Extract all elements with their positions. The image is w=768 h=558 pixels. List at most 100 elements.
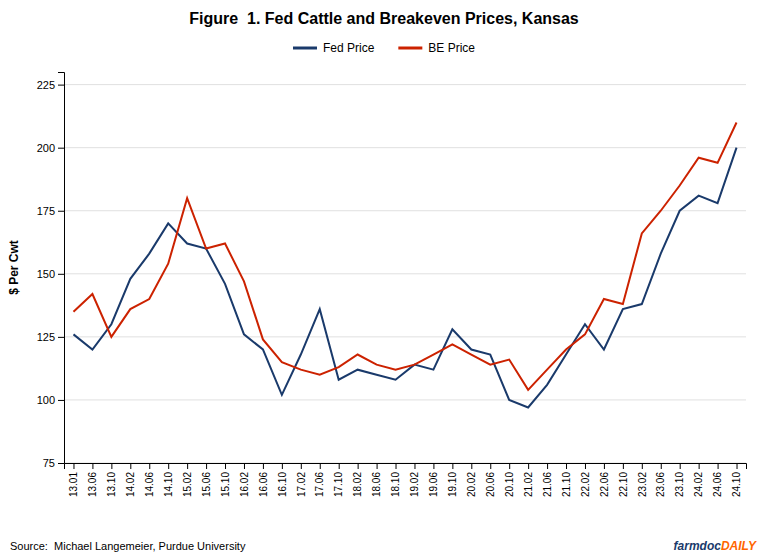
- y-tick-mark: [58, 337, 64, 338]
- x-tick-label: 15.10: [220, 472, 231, 497]
- x-tick: 23.06: [655, 463, 666, 497]
- y-tick-mark: [58, 463, 64, 464]
- y-tick-label: 75: [43, 457, 55, 469]
- x-tick-label: 22.10: [618, 472, 629, 497]
- x-tick: 24.06: [712, 463, 723, 497]
- annotation: DAILY: [721, 539, 757, 553]
- series-line: [73, 122, 736, 389]
- x-tick: 16.06: [258, 463, 269, 497]
- x-tick-mark: [149, 463, 150, 469]
- y-tick: 100: [37, 394, 64, 406]
- x-tick-mark: [737, 463, 738, 469]
- x-tick: 21.06: [542, 463, 553, 497]
- x-tick: 17.02: [296, 463, 307, 497]
- y-axis-title: $ Per Cwt: [7, 240, 21, 295]
- x-tick-label: 13.06: [87, 472, 98, 497]
- x-tick-label: 17.02: [296, 472, 307, 497]
- x-tick-label: 18.06: [371, 472, 382, 497]
- legend-swatch: [398, 47, 422, 50]
- x-tick-mark: [263, 463, 264, 469]
- x-tick-label: 24.06: [712, 472, 723, 497]
- grid: [64, 85, 746, 463]
- title: Figure 1. Fed Cattle and Breakeven Price…: [189, 10, 579, 27]
- x-tick: 21.02: [523, 463, 534, 497]
- x-tick: 16.10: [277, 463, 288, 497]
- x-tick-label: 21.06: [542, 472, 553, 497]
- x-tick-mark: [642, 463, 643, 469]
- logo: farmdocDAILY: [674, 539, 757, 553]
- x-tick: 20.06: [485, 463, 496, 497]
- y-tick-mark: [58, 148, 64, 149]
- x-tick: 15.10: [220, 463, 231, 497]
- x-tick-mark: [187, 463, 188, 469]
- x-tick-mark: [377, 463, 378, 469]
- x-tick: 18.02: [352, 463, 363, 497]
- x-tick: 17.06: [314, 463, 325, 497]
- x-tick-label: 16.02: [239, 472, 250, 497]
- y-tick: 75: [43, 457, 64, 469]
- x-tick-mark: [566, 463, 567, 469]
- x-tick-mark: [718, 463, 719, 469]
- x-tick-label: 15.02: [182, 472, 193, 497]
- y-tick: 200: [37, 142, 64, 154]
- x-tick-label: 13.10: [106, 472, 117, 497]
- x-tick-label: 14.02: [125, 472, 136, 497]
- x-tick-mark: [358, 463, 359, 469]
- x-tick: 13.01: [68, 463, 79, 497]
- x-tick-label: 18.10: [390, 472, 401, 497]
- x-tick-mark: [509, 463, 510, 469]
- x-tick-mark: [623, 463, 624, 469]
- x-tick: 14.06: [144, 463, 155, 497]
- grid-line: [64, 147, 746, 148]
- x-tick: 15.06: [201, 463, 212, 497]
- x-tick: 19.02: [409, 463, 420, 497]
- x-tick-label: 24.02: [693, 472, 704, 497]
- x-tick-label: 17.06: [314, 472, 325, 497]
- x-tick-label: 14.06: [144, 472, 155, 497]
- x-tick-label: 19.06: [428, 472, 439, 497]
- x-tick: 15.02: [182, 463, 193, 497]
- y-tick-label: 200: [37, 142, 55, 154]
- x-tick-label: 19.10: [447, 472, 458, 497]
- source: Source: Michael Langemeier, Purdue Unive…: [10, 540, 246, 552]
- series-line: [73, 148, 736, 408]
- x-tick: 24.02: [693, 463, 704, 497]
- y-tick-label: 100: [37, 394, 55, 406]
- x-tick-mark: [585, 463, 586, 469]
- grid-line: [64, 84, 746, 85]
- legend-swatch: [293, 47, 317, 50]
- x-tick: 23.02: [637, 463, 648, 497]
- legend-item: Fed Price: [293, 41, 375, 55]
- x-tick: 24.10: [731, 463, 742, 497]
- x-tick-mark: [396, 463, 397, 469]
- x-tick-mark: [490, 463, 491, 469]
- lines: [73, 122, 736, 407]
- grid-line: [64, 273, 746, 274]
- x-tick-mark: [471, 463, 472, 469]
- x-tick: 14.10: [163, 463, 174, 497]
- x-tick-label: 17.10: [333, 472, 344, 497]
- x-tick-mark: [111, 463, 112, 469]
- annotation: farmdoc: [674, 539, 722, 553]
- x-tick-mark: [339, 463, 340, 469]
- x-tick-mark: [433, 463, 434, 469]
- y-tick-mark: [58, 211, 64, 212]
- x-tick: 22.06: [599, 463, 610, 497]
- x-tick: 13.10: [106, 463, 117, 497]
- x-tick-mark: [282, 463, 283, 469]
- x-tick-label: 16.06: [258, 472, 269, 497]
- x-tick-label: 20.06: [485, 472, 496, 497]
- x-tick-mark: [225, 463, 226, 469]
- x-tick: 22.02: [580, 463, 591, 497]
- grid-line: [64, 399, 746, 400]
- x-tick-label: 21.02: [523, 472, 534, 497]
- x-tick: 20.10: [504, 463, 515, 497]
- x-tick-label: 13.01: [68, 472, 79, 497]
- x-tick-mark: [130, 463, 131, 469]
- legend-item: BE Price: [398, 41, 475, 55]
- x-tick-mark: [699, 463, 700, 469]
- x-tick-mark: [92, 463, 93, 469]
- grid-line: [64, 336, 746, 337]
- y-axis-line: [58, 73, 65, 464]
- x-tick-mark: [244, 463, 245, 469]
